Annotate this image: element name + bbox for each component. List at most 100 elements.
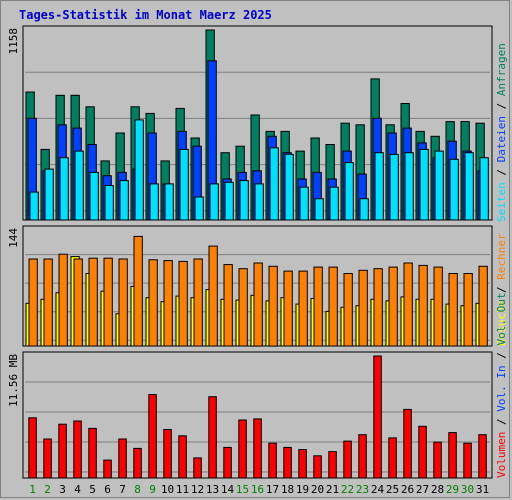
bar-seiten-day-22	[344, 162, 354, 221]
bar-seiten-day-28	[434, 150, 444, 221]
x-tick-day-19: 19	[296, 483, 309, 496]
bar-rechner-day-26	[403, 262, 413, 347]
legend-separator: /	[495, 346, 508, 366]
legend-item-dateien: Dateien	[495, 116, 508, 162]
legend-item-rechner: Rechner	[495, 233, 508, 280]
bar-seiten-day-23	[359, 198, 369, 221]
x-tick-day-9: 9	[149, 483, 156, 496]
bar-rechner-day-14	[223, 264, 233, 347]
bar-seiten-day-25	[389, 153, 399, 221]
bar-rechner-day-11	[178, 260, 188, 347]
x-tick-day-10: 10	[161, 483, 174, 496]
bar-volumen-day-7	[118, 438, 127, 479]
x-tick-day-20: 20	[311, 483, 324, 496]
bar-seiten-day-26	[404, 152, 414, 221]
bar-volumen-day-11	[178, 435, 187, 479]
bar-seiten-day-21	[329, 186, 339, 221]
bar-volumen-day-18	[283, 446, 292, 479]
bar-rechner-day-22	[343, 273, 353, 347]
bar-seiten-day-6	[104, 185, 114, 221]
legend-item-anfragen: Anfragen	[495, 43, 508, 96]
bar-rechner-day-10	[163, 260, 173, 347]
x-tick-day-28: 28	[431, 483, 444, 496]
bar-rechner-day-12	[193, 258, 203, 347]
x-tick-day-24: 24	[371, 483, 385, 496]
x-tick-day-5: 5	[89, 483, 96, 496]
bar-rechner-day-31	[478, 265, 488, 347]
legend-separator: /	[495, 280, 508, 300]
bar-rechner-day-1	[28, 258, 38, 347]
bar-seiten-day-5	[89, 171, 99, 221]
bar-volumen-day-13	[208, 396, 217, 479]
bar-rechner-day-2	[43, 258, 53, 347]
bar-volumen-day-4	[73, 420, 82, 479]
x-tick-day-23: 23	[356, 483, 369, 496]
bar-rechner-day-27	[418, 264, 428, 347]
bar-rechner-day-15	[238, 268, 248, 347]
bar-volumen-day-20	[313, 455, 322, 479]
x-tick-day-13: 13	[206, 483, 219, 496]
bar-rechner-day-30	[463, 273, 473, 347]
x-tick-day-21: 21	[326, 483, 339, 496]
bar-volumen-day-25	[388, 437, 397, 479]
legend-item-besuche: Besuche	[495, 300, 508, 346]
bar-rechner-day-8	[133, 235, 143, 347]
bar-volumen-day-27	[418, 425, 427, 479]
bar-volumen-day-29	[448, 432, 457, 479]
bar-seiten-day-31	[479, 157, 489, 221]
bar-rechner-day-17	[268, 265, 278, 347]
y-max-label-top: 1158	[7, 28, 20, 55]
x-tick-day-25: 25	[386, 483, 399, 496]
bar-rechner-day-6	[103, 257, 113, 347]
bar-rechner-day-20	[313, 266, 323, 347]
bar-seiten-day-14	[224, 181, 234, 221]
bar-volumen-day-23	[358, 434, 367, 479]
bar-volumen-day-3	[58, 423, 67, 479]
bar-volumen-day-21	[328, 451, 337, 479]
x-tick-day-27: 27	[416, 483, 429, 496]
legend-bottom: Volumen / Vol. In / Vol. Out	[495, 293, 508, 478]
bar-seiten-day-19	[299, 186, 309, 221]
legend-item-vol-out: Vol. Out	[495, 293, 508, 346]
bar-volumen-day-22	[343, 440, 352, 479]
bar-volumen-day-8	[133, 447, 142, 479]
bar-rechner-day-19	[298, 270, 308, 347]
bar-volumen-day-6	[103, 459, 112, 479]
bar-seiten-day-12	[194, 196, 204, 221]
bar-volumen-day-17	[268, 442, 277, 479]
x-tick-day-7: 7	[119, 483, 126, 496]
x-tick-day-4: 4	[74, 483, 81, 496]
bar-volumen-day-16	[253, 418, 262, 479]
bar-seiten-day-13	[209, 183, 219, 221]
legend-item-volumen: Volumen	[495, 432, 508, 478]
legend-item-seiten: Seiten	[495, 182, 508, 222]
bar-rechner-day-3	[58, 253, 68, 347]
bar-seiten-day-20	[314, 198, 324, 221]
x-tick-day-12: 12	[191, 483, 204, 496]
bar-volumen-day-2	[43, 438, 52, 479]
bar-rechner-day-28	[433, 266, 443, 347]
page-title: Tages-Statistik im Monat Maerz 2025	[19, 8, 272, 22]
bar-rechner-day-23	[358, 269, 368, 347]
bar-seiten-day-16	[254, 183, 264, 221]
legend-top: Seiten / Dateien / Anfragen	[495, 43, 508, 222]
bar-seiten-day-10	[164, 183, 174, 221]
y-max-label-middle: 144	[7, 228, 20, 248]
bar-seiten-day-8	[134, 119, 144, 221]
x-tick-day-3: 3	[59, 483, 66, 496]
bar-rechner-day-24	[373, 268, 383, 347]
bar-seiten-day-7	[119, 180, 129, 221]
bar-rechner-day-29	[448, 273, 458, 347]
legend-item-vol-in: Vol. In	[495, 365, 508, 411]
y-max-label-bottom: 11.56 MB	[7, 354, 20, 407]
legend-separator: /	[495, 412, 508, 432]
x-tick-day-26: 26	[401, 483, 414, 496]
bar-volumen-day-14	[223, 446, 232, 479]
bar-seiten-day-27	[419, 148, 429, 221]
x-tick-day-18: 18	[281, 483, 294, 496]
bar-rechner-day-21	[328, 266, 338, 347]
bar-seiten-day-15	[239, 180, 249, 221]
bar-rechner-day-16	[253, 262, 263, 347]
bar-volumen-day-19	[298, 449, 307, 479]
